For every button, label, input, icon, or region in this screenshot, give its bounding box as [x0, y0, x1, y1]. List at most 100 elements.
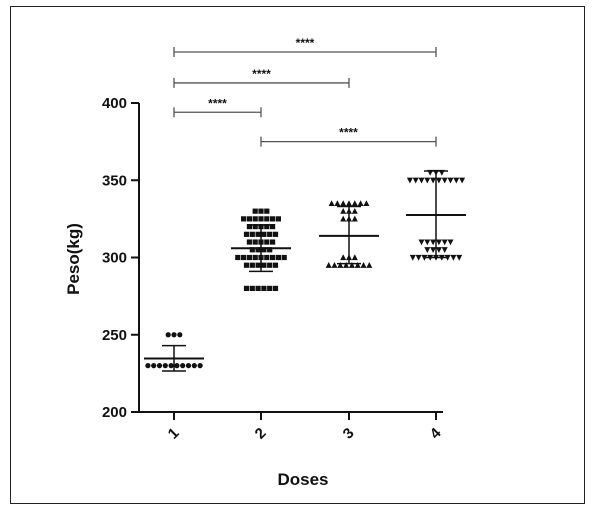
- data-point-square: [267, 231, 273, 237]
- data-point-triangle-down: [441, 239, 448, 246]
- data-point-square: [261, 247, 267, 253]
- significance-label: ****: [296, 36, 315, 50]
- data-point-square: [270, 224, 276, 230]
- data-point-triangle-up: [351, 215, 358, 222]
- data-point-circle: [156, 363, 163, 369]
- data-point-circle: [165, 332, 171, 338]
- data-point-square: [270, 254, 276, 261]
- data-point-circle: [162, 363, 168, 369]
- data-point-circle: [180, 363, 186, 369]
- data-point-triangle-up: [340, 207, 347, 214]
- data-point-triangle-up: [351, 207, 358, 214]
- data-point-square: [267, 285, 273, 291]
- data-point-square: [264, 239, 270, 245]
- data-point-triangle-up: [331, 262, 338, 268]
- data-point-square: [249, 262, 255, 268]
- data-point-circle: [168, 363, 174, 369]
- data-point-triangle-down: [456, 254, 463, 261]
- data-point-circle: [171, 332, 177, 338]
- data-point-square: [252, 254, 258, 261]
- data-point-triangle-up: [351, 254, 358, 261]
- data-point-triangle-up: [366, 262, 373, 268]
- data-point-square: [261, 262, 267, 268]
- data-point-triangle-down: [447, 177, 454, 184]
- data-point-triangle-up: [340, 215, 347, 222]
- data-point-triangle-up: [348, 262, 355, 268]
- data-point-triangle-up: [340, 200, 347, 207]
- data-point-square: [243, 285, 250, 291]
- data-point-square: [241, 254, 247, 261]
- data-point-square: [258, 208, 264, 214]
- data-point-square: [252, 208, 258, 214]
- data-point-square: [264, 208, 270, 214]
- data-point-triangle-down: [418, 177, 425, 184]
- data-point-square: [255, 231, 261, 237]
- data-point-triangle-down: [424, 239, 431, 246]
- data-point-square: [281, 254, 287, 261]
- data-point-triangle-up: [354, 262, 361, 268]
- data-point-triangle-down: [441, 177, 448, 184]
- data-point-triangle-down: [459, 177, 466, 184]
- data-point-square: [258, 216, 264, 222]
- data-point-square: [272, 262, 279, 268]
- data-point-triangle-up: [343, 262, 350, 268]
- data-point-square: [249, 285, 255, 291]
- data-point-triangle-down: [430, 247, 437, 253]
- data-point-triangle-up: [351, 200, 358, 207]
- data-point-triangle-down: [406, 177, 413, 184]
- data-point-square: [249, 247, 255, 253]
- data-point-square: [272, 285, 279, 291]
- data-point-triangle-up: [328, 200, 335, 207]
- significance-label: ****: [339, 126, 358, 140]
- x-tick-label: 4: [427, 424, 445, 442]
- data-point-square: [255, 285, 261, 291]
- significance-label: ****: [208, 96, 227, 110]
- data-point-square: [275, 216, 281, 222]
- data-point-triangle-up: [357, 200, 364, 207]
- data-point-triangle-up: [346, 200, 352, 207]
- figure-frame: 200 250 300 350 400 1 2 3 4 **** **** **** **** Pe…: [10, 6, 585, 504]
- data-point-square: [270, 216, 276, 222]
- x-tick-label: 3: [340, 425, 358, 443]
- y-tick-label: 400: [102, 95, 127, 112]
- data-point-square: [252, 216, 258, 222]
- data-point-square: [264, 216, 270, 222]
- y-tick-label: 200: [102, 404, 127, 421]
- significance-label: ****: [252, 67, 271, 81]
- data-point-circle: [174, 363, 180, 369]
- data-point-triangle-down: [447, 239, 454, 246]
- data-point-square: [270, 239, 276, 245]
- data-point-triangle-down: [450, 254, 457, 261]
- data-point-square: [267, 262, 273, 268]
- data-point-triangle-up: [325, 262, 332, 268]
- data-point-square: [246, 254, 252, 261]
- x-tick-label: 2: [252, 425, 270, 443]
- data-point-square: [246, 239, 252, 245]
- data-point-triangle-down: [424, 247, 431, 253]
- data-point-triangle-down: [435, 177, 442, 184]
- significance-bars: **** **** **** ****: [173, 36, 437, 147]
- data-point-square: [275, 254, 281, 261]
- data-point-triangle-up: [334, 200, 341, 207]
- data-point-circle: [145, 363, 151, 369]
- data-point-circle: [197, 363, 203, 369]
- data-point-square: [267, 247, 273, 253]
- data-point-square: [272, 231, 279, 237]
- data-point-square: [264, 254, 270, 261]
- data-point-square: [243, 231, 250, 237]
- data-point-circle: [177, 332, 183, 338]
- data-point-triangle-up: [360, 262, 367, 268]
- y-ticks: 200 250 300 350 400: [102, 95, 139, 421]
- data-point-square: [255, 247, 261, 253]
- data-point-triangle-down: [441, 247, 448, 253]
- data-point-square: [255, 262, 261, 268]
- data-point-triangle-down: [435, 239, 442, 246]
- data-point-square: [243, 262, 250, 268]
- y-tick-label: 300: [102, 250, 127, 267]
- error-bars: [144, 170, 466, 372]
- data-point-square: [261, 285, 267, 291]
- data-points: [145, 169, 466, 369]
- data-point-square: [252, 224, 258, 230]
- x-tick-label: 1: [165, 425, 183, 443]
- data-point-triangle-down: [435, 247, 442, 253]
